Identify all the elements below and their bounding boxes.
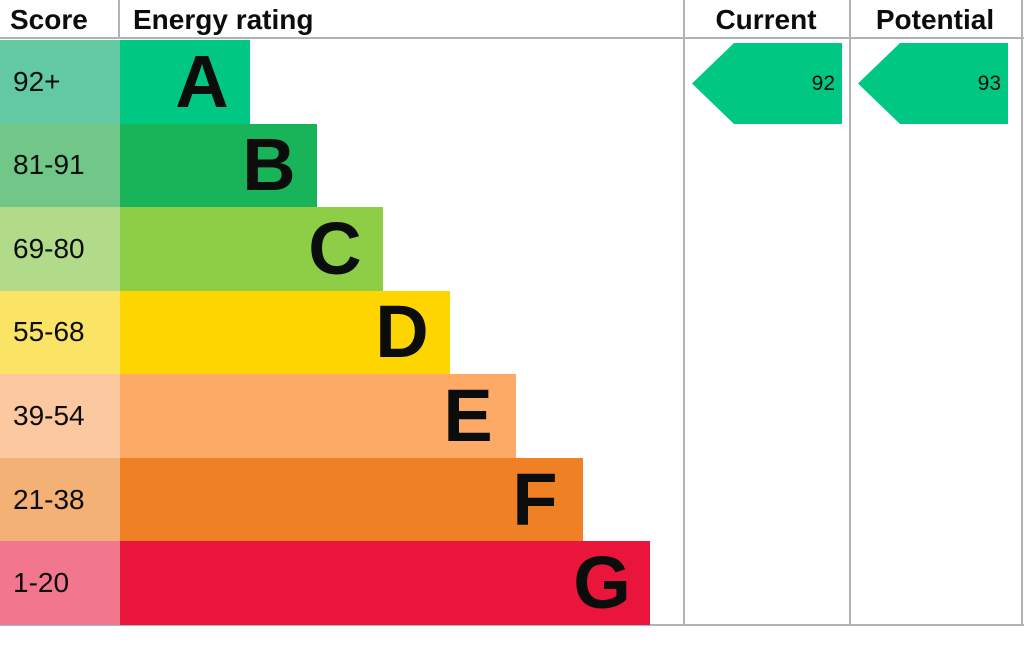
band-row-f: 21-38 F — [0, 457, 683, 542]
current-column-left-line — [683, 0, 685, 625]
energy-band-rows: 92+ A 81-91 B 69-80 C 55-68 D 39-54 E 21-38 F 1-20 G — [0, 40, 683, 625]
potential-rating-value: 93 — [977, 71, 1001, 95]
band-row-b: 81-91 B — [0, 123, 683, 208]
band-letter: F — [512, 457, 558, 541]
band-bar: F — [120, 457, 583, 542]
band-score-range: 39-54 — [0, 374, 120, 458]
current-arrow-shape — [692, 43, 842, 124]
band-score-range: 69-80 — [0, 207, 120, 291]
band-score-range: 55-68 — [0, 290, 120, 375]
left-arrow-icon — [858, 43, 1008, 124]
band-score-range: 92+ — [0, 40, 120, 124]
band-row-e: 39-54 E — [0, 374, 683, 458]
band-letter: A — [175, 39, 229, 123]
potential-column-header: Potential — [875, 4, 995, 35]
header-underline — [0, 37, 1024, 39]
band-bar: B — [120, 123, 317, 208]
band-score-range: 1-20 — [0, 541, 120, 625]
potential-column-right-line — [1021, 0, 1023, 625]
band-bar: A — [120, 40, 250, 124]
band-letter: E — [443, 374, 493, 458]
band-row-g: 1-20 G — [0, 541, 683, 625]
band-letter: D — [375, 290, 429, 374]
band-row-c: 69-80 C — [0, 207, 683, 291]
band-bar: E — [120, 374, 516, 458]
chart-bottom-line — [0, 624, 1024, 626]
band-row-d: 55-68 D — [0, 290, 683, 375]
band-score-range: 21-38 — [0, 457, 120, 542]
band-letter: G — [573, 541, 631, 625]
band-bar: G — [120, 541, 650, 625]
potential-arrow-shape — [858, 43, 1008, 124]
band-bar: D — [120, 290, 450, 375]
current-column-header: Current — [715, 4, 817, 35]
energy-rating-column-header: Energy rating — [133, 4, 314, 35]
potential-rating-arrow: 93 — [858, 43, 1008, 124]
potential-column-left-line — [849, 0, 851, 625]
score-column-header: Score — [10, 4, 88, 35]
band-score-range: 81-91 — [0, 123, 120, 208]
band-letter: C — [308, 206, 362, 290]
band-letter: B — [242, 123, 296, 207]
band-bar: C — [120, 207, 383, 291]
left-arrow-icon — [692, 43, 842, 124]
current-rating-value: 92 — [811, 71, 835, 95]
current-rating-arrow: 92 — [692, 43, 842, 124]
band-row-a: 92+ A — [0, 40, 683, 124]
score-header-divider-line — [118, 0, 120, 38]
